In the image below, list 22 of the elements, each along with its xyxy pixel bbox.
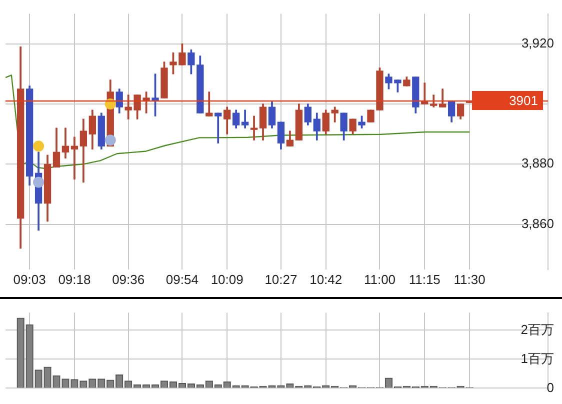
x-tick-label: 09:54 <box>166 272 198 287</box>
y-tick-label: 3,920 <box>521 35 554 50</box>
point <box>33 176 44 188</box>
x-tick-label: 11:30 <box>454 272 486 287</box>
y-tick-label: 3,880 <box>521 156 554 171</box>
point <box>104 98 116 110</box>
x-tick-label: 09:36 <box>112 272 145 287</box>
x-tick-label: 10:09 <box>210 272 244 287</box>
x-tick-label: 10:42 <box>310 272 342 287</box>
point <box>104 134 116 146</box>
y-tick-label: 2百万 <box>520 322 554 337</box>
ref-line-label: 3901 <box>509 93 538 108</box>
x-tick-label: 10:27 <box>264 272 298 287</box>
x-tick-label: 11:00 <box>364 272 396 287</box>
x-tick-label: 09:18 <box>58 272 91 287</box>
x-tick-label: 09:03 <box>13 272 46 287</box>
point <box>33 140 44 152</box>
y-tick-label: 1百万 <box>520 350 554 366</box>
y-tick-label: 3,860 <box>521 216 554 231</box>
x-tick-label: 11:15 <box>408 272 440 287</box>
price-tag: 3901 <box>472 91 543 110</box>
y-tick-label: 0 <box>546 380 554 395</box>
